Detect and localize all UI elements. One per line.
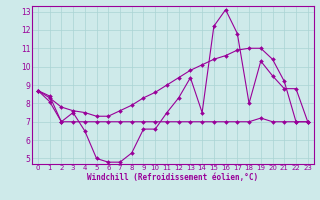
- X-axis label: Windchill (Refroidissement éolien,°C): Windchill (Refroidissement éolien,°C): [87, 173, 258, 182]
